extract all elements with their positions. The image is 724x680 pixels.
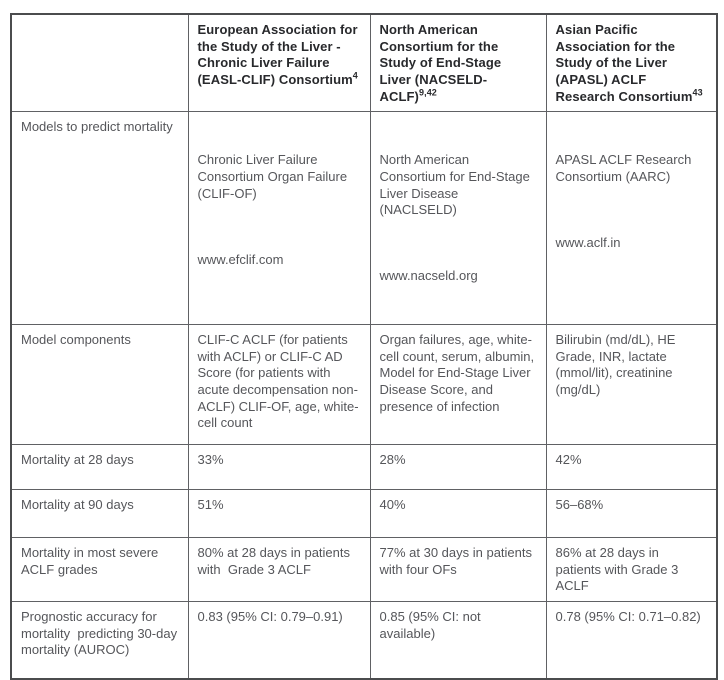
cell-severe-nacseld: 77% at 30 days in patients with four OFs	[369, 537, 547, 602]
cell-components-apasl: Bilirubin (md/dL), HE Grade, INR, lactat…	[545, 324, 718, 445]
row-label-models: Models to predict mortality	[10, 111, 189, 325]
row-label-mortality-28: Mortality at 28 days	[10, 444, 189, 490]
cell-components-easl: CLIF-C ACLF (for patients with ACLF) or …	[187, 324, 371, 445]
header-apasl-title: Asian Pacific Association for the Study …	[555, 22, 693, 104]
cell-auroc-apasl: 0.78 (95% CI: 0.71–0.82)	[545, 600, 718, 680]
table-row-mortality-28: Mortality at 28 days 33% 28% 42%	[10, 444, 718, 490]
cell-auroc-nacseld: 0.85 (95% CI: not available)	[369, 600, 547, 680]
header-easl-clif: European Association for the Study of th…	[187, 13, 371, 113]
header-nacseld-reference: 9,42	[419, 87, 437, 98]
model-name-apasl: APASL ACLF Research Consortium (AARC)	[555, 152, 695, 184]
header-easl-clif-title: European Association for the Study of th…	[197, 22, 362, 87]
model-name-nacseld: North American Consortium for End-Stage …	[379, 152, 534, 218]
table-header-row: European Association for the Study of th…	[10, 13, 718, 113]
header-row-label-blank	[10, 13, 189, 113]
header-nacseld: North American Consortium for the Study …	[369, 13, 547, 113]
table-row-severe-grades: Mortality in most severe ACLF grades 80%…	[10, 537, 718, 602]
model-url-easl: www.efclif.com	[197, 251, 284, 267]
model-name-easl: Chronic Liver Failure Consortium Organ F…	[197, 152, 351, 201]
cell-mortality-28-easl: 33%	[187, 444, 371, 490]
table-row-models: Models to predict mortality Chronic Live…	[10, 111, 718, 325]
cell-mortality-90-nacseld: 40%	[369, 489, 547, 538]
cell-auroc-easl: 0.83 (95% CI: 0.79–0.91)	[187, 600, 371, 680]
cell-severe-easl: 80% at 28 days in patients with Grade 3 …	[187, 537, 371, 602]
cell-models-nacseld: North American Consortium for End-Stage …	[369, 111, 547, 325]
header-apasl: Asian Pacific Association for the Study …	[545, 13, 718, 113]
cell-components-nacseld: Organ failures, age, white-cell count, s…	[369, 324, 547, 445]
cell-models-easl: Chronic Liver Failure Consortium Organ F…	[187, 111, 371, 325]
table-row-mortality-90: Mortality at 90 days 51% 40% 56–68%	[10, 489, 718, 538]
cell-mortality-28-nacseld: 28%	[369, 444, 547, 490]
model-url-nacseld: www.nacseld.org	[379, 268, 478, 284]
row-label-mortality-90: Mortality at 90 days	[10, 489, 189, 538]
cell-severe-apasl: 86% at 28 days in patients with Grade 3 …	[545, 537, 718, 602]
cell-mortality-90-easl: 51%	[187, 489, 371, 538]
row-label-components: Model components	[10, 324, 189, 445]
table-row-components: Model components CLIF-C ACLF (for patien…	[10, 324, 718, 445]
row-label-auroc: Prognostic accuracy for mortality predic…	[10, 600, 189, 680]
model-url-apasl: www.aclf.in	[555, 234, 621, 250]
header-nacseld-title: North American Consortium for the Study …	[379, 22, 505, 104]
header-apasl-reference: 43	[692, 87, 703, 98]
table-row-auroc: Prognostic accuracy for mortality predic…	[10, 600, 718, 680]
cell-mortality-90-apasl: 56–68%	[545, 489, 718, 538]
cell-mortality-28-apasl: 42%	[545, 444, 718, 490]
header-easl-clif-reference: 4	[352, 70, 358, 81]
row-label-severe-grades: Mortality in most severe ACLF grades	[10, 537, 189, 602]
consortium-comparison-table: European Association for the Study of th…	[10, 13, 718, 680]
cell-models-apasl: APASL ACLF Research Consortium (AARC) ww…	[545, 111, 718, 325]
